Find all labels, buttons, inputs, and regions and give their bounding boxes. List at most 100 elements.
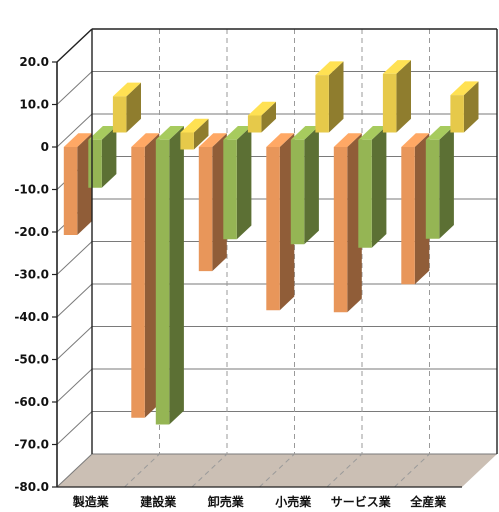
bar-front — [88, 139, 102, 188]
bar-side — [304, 126, 319, 245]
y-tick-label: -80.0 — [14, 480, 49, 494]
bar-side — [347, 133, 362, 313]
bar-front — [112, 96, 127, 133]
bar-side — [261, 101, 276, 133]
bar-side — [126, 82, 141, 133]
bar — [358, 126, 387, 248]
x-tick-label: 卸売業 — [208, 494, 245, 508]
bar-top — [63, 133, 92, 147]
bar — [401, 133, 430, 285]
bar-front — [382, 73, 397, 133]
bar-front — [155, 139, 170, 425]
bar — [266, 133, 295, 311]
bar-side — [212, 133, 227, 272]
gridline-floor — [394, 453, 430, 488]
bar-top — [358, 126, 387, 140]
bar — [425, 126, 454, 239]
bar-front — [401, 147, 415, 285]
bar-top — [382, 60, 411, 74]
gridline-side — [56, 283, 93, 318]
y-tick-label: -10.0 — [14, 183, 49, 197]
bar-top — [131, 133, 160, 147]
bar-front — [425, 139, 440, 239]
bar — [247, 101, 276, 133]
bar-side — [279, 133, 295, 311]
y-tick-label: 0 — [41, 140, 49, 154]
bar-top — [155, 126, 184, 140]
bar-side — [169, 126, 184, 425]
gridline-floor — [124, 453, 160, 488]
bar-side — [414, 133, 430, 285]
x-tick-label: 全産業 — [409, 494, 447, 508]
bar — [198, 133, 227, 272]
gridline-side — [56, 453, 93, 488]
bar-side — [439, 126, 454, 239]
gridline-side — [56, 411, 93, 445]
y-tick-label: 20.0 — [19, 55, 49, 69]
bar-front — [198, 147, 213, 272]
y-tick-label: -20.0 — [14, 225, 49, 239]
y-tick-label: -50.0 — [14, 353, 49, 367]
x-tick-label: 小売業 — [275, 494, 312, 508]
bar — [382, 60, 411, 133]
x-tick-label: 建設業 — [139, 494, 177, 508]
bar-side — [193, 118, 209, 150]
bar-side — [101, 126, 117, 188]
bar — [333, 133, 362, 313]
gridline-side — [56, 113, 93, 148]
bar-side — [77, 133, 92, 235]
gridline-floor — [326, 453, 363, 488]
bar-side — [144, 133, 160, 418]
bar-top — [266, 133, 295, 147]
y-tick-label: -70.0 — [14, 438, 49, 452]
bar-side — [236, 126, 252, 240]
gridline-side — [56, 71, 93, 105]
bar-front — [180, 132, 194, 150]
bar-side — [328, 61, 344, 133]
bar-top — [112, 82, 141, 97]
bar-front — [63, 147, 78, 235]
gridline-side — [56, 241, 93, 275]
bar — [131, 133, 160, 418]
bar-top — [198, 133, 227, 147]
bar-top — [223, 126, 252, 140]
side-top — [56, 28, 93, 63]
y-tick-label: -30.0 — [14, 268, 49, 282]
bar — [223, 126, 252, 240]
x-tick-label: サービス業 — [331, 494, 392, 508]
bar — [290, 126, 319, 245]
bar — [112, 82, 141, 133]
bar-front — [223, 139, 237, 240]
bar-front — [450, 95, 464, 133]
bar-front — [266, 147, 280, 311]
bar-top — [333, 133, 362, 147]
bar-front — [358, 139, 372, 248]
bar-front — [315, 75, 329, 133]
y-tick-label: 10.0 — [19, 98, 49, 112]
bar-side — [371, 126, 387, 248]
bar — [450, 81, 479, 133]
gridline-side — [56, 326, 93, 360]
bar-top — [180, 118, 209, 133]
bar-side — [463, 81, 479, 133]
y-tick-label: -60.0 — [14, 395, 49, 409]
bar-top — [290, 126, 319, 140]
bar-top — [401, 133, 430, 147]
chart-floor — [57, 454, 497, 487]
bar-top — [247, 101, 276, 116]
bar-top — [88, 126, 117, 140]
bar — [155, 126, 184, 425]
gridline-floor — [259, 453, 295, 488]
bar — [63, 133, 92, 235]
bar-side — [396, 60, 411, 133]
bar-front — [247, 115, 262, 133]
bar-front — [131, 147, 145, 418]
gridline-floor — [191, 453, 228, 488]
bar — [180, 118, 209, 150]
bar-front — [290, 139, 305, 245]
bar-top — [425, 126, 454, 140]
x-tick-label: 製造業 — [72, 494, 110, 508]
bar-front — [333, 147, 348, 313]
